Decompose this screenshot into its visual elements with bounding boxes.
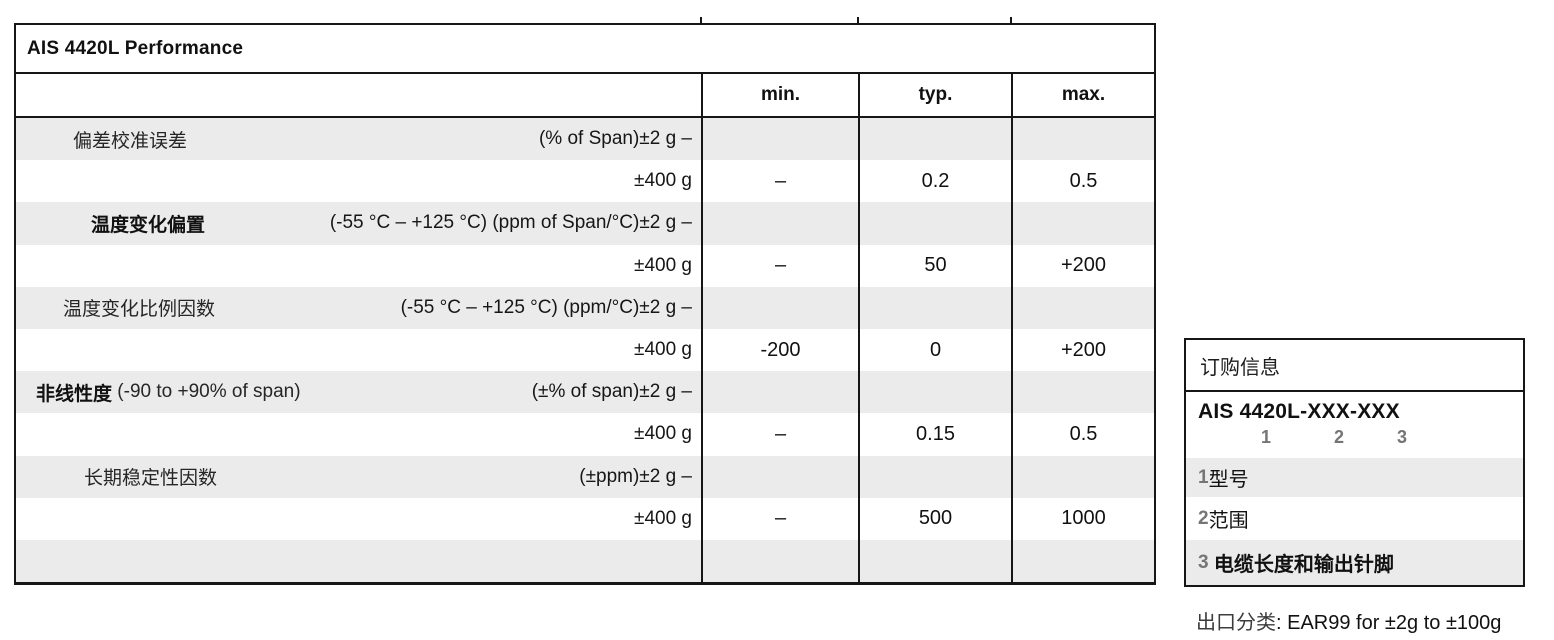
value-min: – <box>701 244 858 287</box>
value-typ: 500 <box>858 497 1011 540</box>
table-row <box>16 539 1154 583</box>
model-number: AIS 4420L-XXX-XXX <box>1198 400 1400 423</box>
table-row: ±400 g – 0.15 0.5 <box>16 413 1154 456</box>
spec-condition: (% of Span)±2 g – <box>538 128 692 150</box>
value-typ <box>858 118 1011 161</box>
value-min <box>701 202 858 245</box>
table-row: 非线性度 (-90 to +90% of span) (±% of span)±2… <box>16 371 1154 414</box>
value-typ <box>858 539 1011 583</box>
spec-name-suffix: (-90 to +90% of span) <box>112 381 301 403</box>
value-max: 0.5 <box>1011 160 1154 203</box>
value-min <box>701 371 858 414</box>
value-typ <box>858 202 1011 245</box>
position-marker-1: 1 <box>1261 427 1272 447</box>
ordering-item: 3 电缆长度和输出针脚 <box>1186 540 1523 585</box>
ordering-item-number: 1 <box>1198 466 1209 488</box>
value-max <box>1011 286 1154 329</box>
value-min: – <box>701 413 858 456</box>
spec-name: 长期稳定性因数 <box>84 468 218 490</box>
value-max <box>1011 371 1154 414</box>
table-row: ±400 g – 0.2 0.5 <box>16 160 1154 203</box>
table-header-row: min. typ. max. <box>16 74 1154 118</box>
value-max <box>1011 202 1154 245</box>
value-max: 1000 <box>1011 497 1154 540</box>
value-min: -200 <box>701 328 858 372</box>
ordering-item-number: 3 <box>1198 551 1214 573</box>
header-min: min. <box>701 74 858 116</box>
spec-condition: (±ppm)±2 g – <box>579 465 692 487</box>
column-line-stub <box>857 17 859 24</box>
spec-condition: ±400 g <box>634 507 692 529</box>
spec-name: 偏差校准误差 <box>73 130 188 152</box>
value-max: +200 <box>1011 328 1154 372</box>
value-min <box>701 286 858 329</box>
spec-name: 温度变化偏置 <box>91 214 206 236</box>
spec-name: 温度变化比例因数 <box>63 299 216 321</box>
value-min <box>701 539 858 583</box>
spec-name: 非线性度 <box>36 383 113 405</box>
value-max <box>1011 539 1154 583</box>
ordering-info-title: 订购信息 <box>1186 340 1523 392</box>
table-row: 温度变化比例因数 (-55 °C – +125 °C) (ppm/°C)±2 g … <box>16 286 1154 329</box>
column-line-stub <box>1010 17 1012 24</box>
table-row: 温度变化偏置 (-55 °C – +125 °C) (ppm of Span/°C… <box>16 202 1154 245</box>
spec-condition: (-55 °C – +125 °C) (ppm of Span/°C)±2 g … <box>329 212 692 234</box>
ordering-item: 2 范围 <box>1186 497 1523 540</box>
value-min: – <box>701 160 858 203</box>
value-typ: 0.2 <box>858 160 1011 203</box>
header-max: max. <box>1011 74 1154 116</box>
model-number-block: AIS 4420L-XXX-XXX 1 2 3 <box>1186 392 1523 458</box>
table-title: AIS 4420L Performance <box>16 25 1154 74</box>
ordering-item-label: 范围 <box>1208 510 1249 532</box>
value-typ <box>858 286 1011 329</box>
table-row: ±400 g – 500 1000 <box>16 497 1154 540</box>
value-max: +200 <box>1011 244 1154 287</box>
performance-table: AIS 4420L Performance min. typ. max. 偏差校… <box>14 23 1156 586</box>
export-note-label: 出口分类 <box>1196 612 1276 634</box>
ordering-item-label: 型号 <box>1208 469 1249 491</box>
position-marker-3: 3 <box>1397 427 1408 447</box>
table-row: 长期稳定性因数 (±ppm)±2 g – <box>16 455 1154 498</box>
ordering-item-label: 电缆长度和输出针脚 <box>1213 554 1394 576</box>
header-parameter <box>16 74 701 116</box>
value-max <box>1011 118 1154 161</box>
ordering-item-number: 2 <box>1198 507 1209 529</box>
value-min <box>701 455 858 498</box>
value-typ: 50 <box>858 244 1011 287</box>
value-max <box>1011 455 1154 498</box>
spec-condition: ±400 g <box>634 423 692 445</box>
spec-condition: (-55 °C – +125 °C) (ppm/°C)±2 g – <box>400 296 692 318</box>
value-min <box>701 118 858 161</box>
value-typ: 0.15 <box>858 413 1011 456</box>
header-typ: typ. <box>858 74 1011 116</box>
value-typ <box>858 371 1011 414</box>
export-note-text: : EAR99 for ±2g to ±100g <box>1276 612 1502 634</box>
spec-condition: (±% of span)±2 g – <box>531 381 692 403</box>
value-typ: 0 <box>858 328 1011 372</box>
table-row: ±400 g – 50 +200 <box>16 244 1154 287</box>
value-min: – <box>701 497 858 540</box>
value-max: 0.5 <box>1011 413 1154 456</box>
ordering-info-box: 订购信息 AIS 4420L-XXX-XXX 1 2 3 1 型号 2 范围 3 电… <box>1184 338 1525 587</box>
table-row: 偏差校准误差 (% of Span)±2 g – <box>16 118 1154 161</box>
position-marker-2: 2 <box>1334 427 1345 447</box>
spec-condition: ±400 g <box>634 170 692 192</box>
ordering-item: 1 型号 <box>1186 458 1523 497</box>
spec-condition: ±400 g <box>634 254 692 276</box>
column-line-stub <box>700 17 702 24</box>
export-classification-note: 出口分类: EAR99 for ±2g to ±100g <box>1196 606 1501 635</box>
table-row: ±400 g -200 0 +200 <box>16 328 1154 372</box>
value-typ <box>858 455 1011 498</box>
spec-condition: ±400 g <box>634 339 692 361</box>
